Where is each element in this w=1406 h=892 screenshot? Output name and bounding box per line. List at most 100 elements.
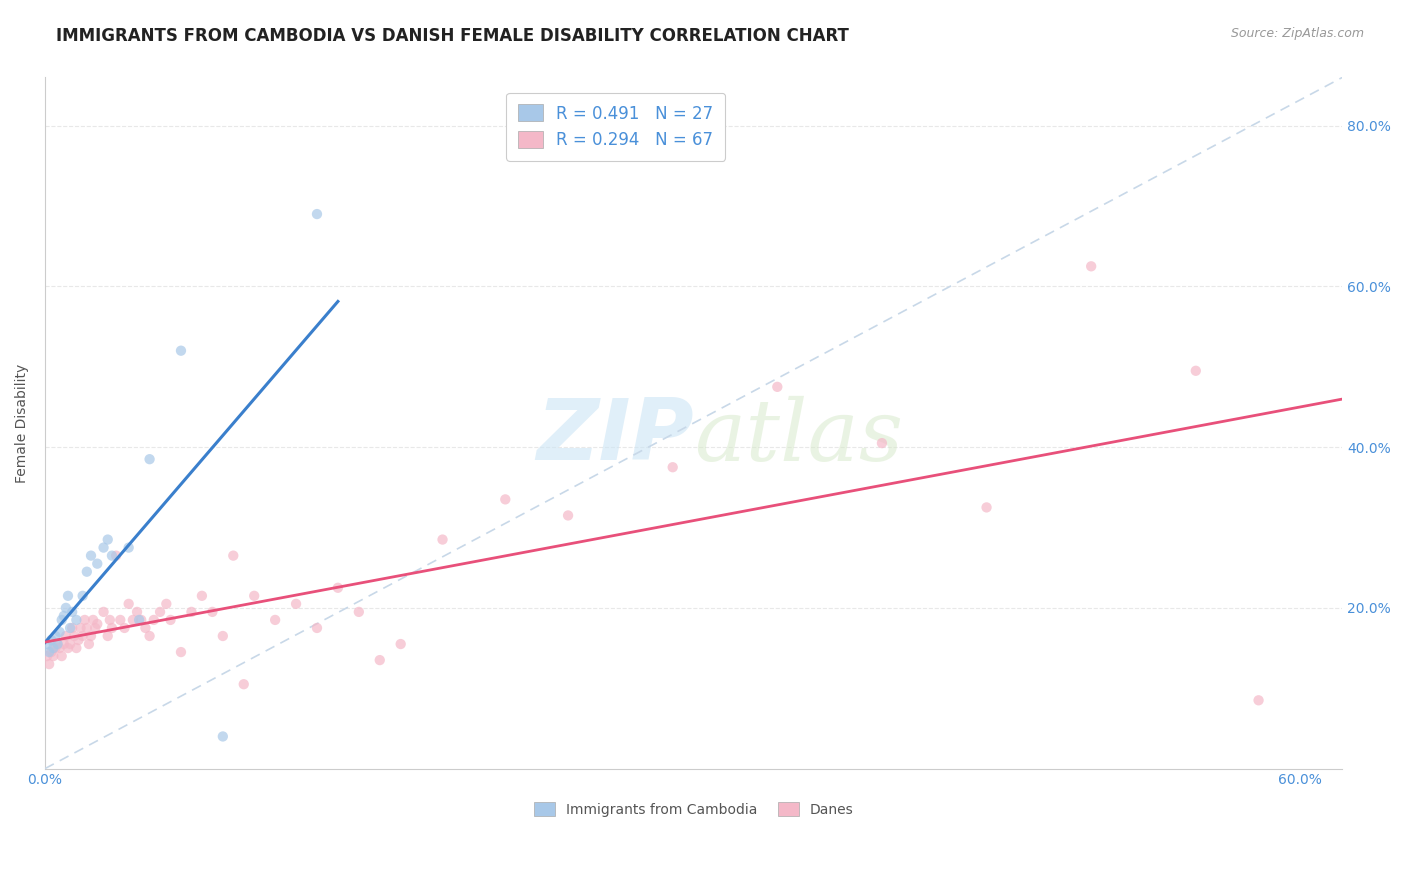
Point (55, 600, 77, 615)
Text: ZIP: ZIP (536, 395, 693, 478)
Point (59, 637, 82, 651)
Point (69, 621, 91, 635)
Point (86, 557, 108, 571)
Point (121, 613, 143, 627)
Point (389, 637, 412, 651)
Point (211, 629, 233, 643)
Point (766, 380, 789, 394)
Point (494, 492, 516, 507)
Point (77, 637, 100, 651)
Point (42, 641, 65, 656)
Point (63, 629, 86, 643)
Point (138, 629, 160, 643)
Point (1080, 260, 1102, 274)
Point (1247, 693, 1270, 707)
Point (243, 589, 266, 603)
Point (170, 343, 193, 358)
Point (72, 589, 94, 603)
Point (60, 621, 83, 635)
Point (129, 613, 152, 627)
Point (118, 597, 141, 611)
Point (35, 637, 58, 651)
Point (264, 613, 287, 627)
Point (432, 533, 454, 547)
Point (976, 500, 998, 515)
Text: atlas: atlas (693, 395, 903, 478)
Point (211, 730, 233, 744)
Point (98, 613, 121, 627)
Point (46, 637, 69, 651)
Point (128, 613, 150, 627)
Point (305, 207, 328, 221)
Point (180, 605, 202, 619)
Point (44, 629, 66, 643)
Point (65, 641, 87, 656)
Point (347, 605, 370, 619)
Point (170, 645, 193, 659)
Point (48, 641, 70, 656)
Point (39, 645, 62, 659)
Point (55, 629, 77, 643)
Point (155, 597, 177, 611)
Point (44, 641, 66, 656)
Point (35, 649, 58, 664)
Point (52, 608, 75, 623)
Point (149, 605, 172, 619)
Point (101, 549, 124, 563)
Point (114, 621, 136, 635)
Point (56, 589, 79, 603)
Point (38, 657, 60, 672)
Point (51, 613, 73, 627)
Point (60, 605, 83, 619)
Point (39, 633, 62, 648)
Text: IMMIGRANTS FROM CAMBODIA VS DANISH FEMALE DISABILITY CORRELATION CHART: IMMIGRANTS FROM CAMBODIA VS DANISH FEMAL… (56, 27, 849, 45)
Y-axis label: Female Disability: Female Disability (15, 363, 30, 483)
Point (46, 637, 69, 651)
Point (65, 613, 87, 627)
Point (80, 549, 103, 563)
Point (72, 629, 94, 643)
Point (557, 508, 579, 523)
Point (67, 633, 90, 648)
Point (76, 565, 98, 579)
Point (870, 436, 893, 450)
Point (125, 605, 148, 619)
Point (134, 621, 156, 635)
Point (1184, 364, 1206, 378)
Point (305, 621, 328, 635)
Point (661, 460, 683, 475)
Point (82, 613, 104, 627)
Point (222, 549, 245, 563)
Point (368, 653, 391, 667)
Point (105, 549, 128, 563)
Point (86, 616, 108, 631)
Point (56, 641, 79, 656)
Point (51, 649, 73, 664)
Point (142, 613, 165, 627)
Point (73, 613, 96, 627)
Point (159, 613, 181, 627)
Point (84, 621, 107, 635)
Point (76, 621, 98, 635)
Point (42, 649, 65, 664)
Point (59, 621, 82, 635)
Point (101, 621, 124, 635)
Text: Source: ZipAtlas.com: Source: ZipAtlas.com (1230, 27, 1364, 40)
Point (52, 637, 75, 651)
Point (93, 541, 115, 555)
Point (201, 605, 224, 619)
Point (48, 625, 70, 640)
Point (93, 605, 115, 619)
Point (285, 597, 308, 611)
Point (110, 613, 132, 627)
Point (191, 589, 214, 603)
Point (80, 629, 103, 643)
Point (97, 629, 120, 643)
Point (118, 541, 141, 555)
Point (138, 452, 160, 467)
Legend: Immigrants from Cambodia, Danes: Immigrants from Cambodia, Danes (527, 795, 860, 824)
Point (97, 533, 120, 547)
Point (326, 581, 349, 595)
Point (232, 677, 254, 691)
Point (38, 645, 60, 659)
